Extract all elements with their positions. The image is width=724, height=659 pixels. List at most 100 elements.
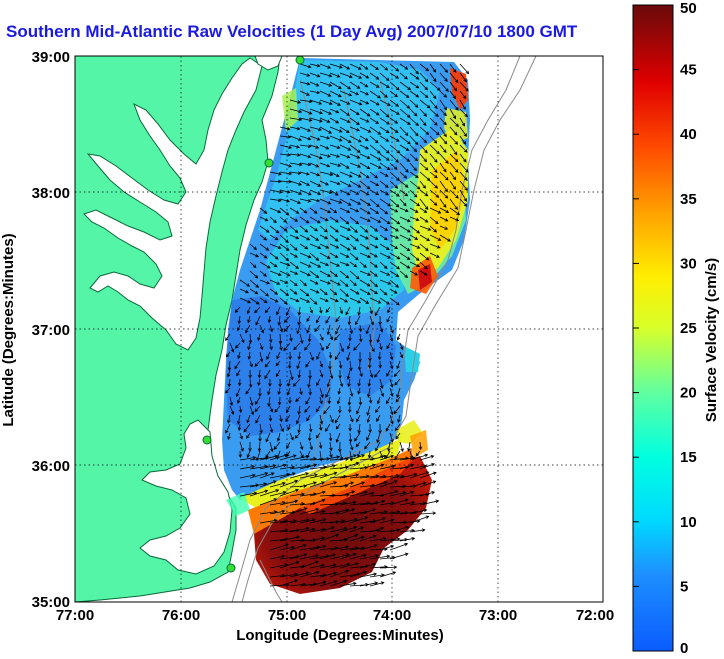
velocity-arrow: [274, 405, 281, 413]
velocity-arrow: [449, 81, 457, 92]
velocity-arrow: [279, 198, 291, 203]
velocity-arrow: [288, 396, 292, 404]
velocity-arrow: [329, 562, 351, 569]
velocity-arrow: [376, 414, 381, 422]
velocity-arrow: [399, 144, 410, 151]
velocity-arrow: [389, 189, 400, 197]
velocity-arrow: [379, 261, 388, 269]
velocity-arrow: [399, 189, 409, 197]
velocity-arrow: [389, 525, 410, 533]
velocity-arrow: [377, 351, 382, 361]
velocity-arrow: [319, 243, 330, 249]
velocity-arrow: [368, 352, 372, 362]
velocity-arrow: [319, 72, 333, 78]
velocity-arrow: [248, 442, 252, 452]
velocity-arrow: [369, 306, 373, 315]
velocity-arrow: [249, 270, 259, 279]
velocity-arrow: [319, 216, 329, 222]
velocity-arrow: [319, 414, 324, 425]
velocity-arrow: [297, 315, 301, 326]
velocity-arrow: [359, 544, 378, 551]
velocity-arrow: [459, 63, 470, 75]
velocity-arrow: [329, 441, 333, 452]
velocity-arrow: [289, 144, 300, 149]
velocity-arrow: [366, 432, 371, 441]
velocity-arrow: [319, 455, 341, 461]
velocity-arrow: [329, 545, 350, 551]
velocity-arrow: [246, 414, 251, 424]
velocity-arrow: [409, 243, 421, 249]
velocity-arrow: [289, 162, 303, 167]
velocity-arrow: [319, 563, 337, 569]
velocity-arrow: [296, 324, 301, 335]
colorbar-label: Surface Velocity (cm/s): [703, 258, 720, 422]
velocity-arrow: [299, 72, 311, 77]
velocity-arrow: [329, 135, 343, 142]
velocity-arrow: [279, 261, 291, 267]
velocity-arrow: [329, 180, 341, 186]
velocity-arrow: [369, 499, 386, 506]
velocity-arrow: [339, 473, 360, 479]
velocity-arrow: [359, 216, 371, 222]
velocity-arrow: [399, 81, 412, 91]
velocity-arrow: [399, 342, 404, 351]
velocity-arrow: [299, 288, 310, 297]
velocity-arrow: [369, 481, 388, 488]
velocity-arrow: [269, 234, 279, 241]
velocity-arrow: [299, 81, 311, 86]
colorbar-tick-label: 25: [680, 320, 697, 337]
velocity-arrow: [419, 491, 436, 497]
velocity-arrow: [449, 135, 459, 145]
velocity-arrow: [279, 153, 292, 157]
velocity-arrow: [349, 535, 365, 542]
velocity-arrow: [369, 162, 382, 169]
velocity-arrow: [379, 99, 391, 106]
colorbar-tick-label: 0: [680, 640, 688, 657]
velocity-arrow: [295, 396, 301, 403]
velocity-arrow: [279, 488, 300, 497]
velocity-arrow: [314, 324, 321, 333]
velocity-arrow: [389, 180, 399, 189]
velocity-arrow: [394, 378, 401, 386]
velocity-arrow: [369, 72, 380, 80]
velocity-arrow: [379, 288, 388, 296]
radar-stations: [202, 56, 305, 573]
velocity-arrow: [348, 423, 352, 432]
velocity-arrow: [329, 126, 343, 133]
velocity-arrow: [395, 396, 401, 403]
velocity-arrow: [345, 306, 351, 316]
velocity-arrow: [369, 288, 379, 294]
colorbar-tick-label: 10: [680, 514, 697, 531]
velocity-arrow: [389, 484, 407, 489]
velocity-arrow: [329, 207, 338, 214]
velocity-arrow: [269, 423, 274, 434]
station-marker[interactable]: [264, 158, 274, 168]
velocity-arrow: [369, 234, 379, 240]
station-marker[interactable]: [202, 435, 212, 445]
velocity-arrow: [349, 63, 362, 70]
colorbar-tick-label: 40: [680, 126, 697, 143]
velocity-arrow: [297, 351, 302, 360]
velocity-arrow: [329, 369, 334, 380]
velocity-arrow: [299, 387, 303, 396]
velocity-arrow: [299, 63, 312, 69]
velocity-arrow: [299, 560, 319, 569]
velocity-arrow: [259, 489, 280, 497]
velocity-arrow: [225, 333, 231, 341]
velocity-arrow: [315, 432, 321, 439]
station-marker[interactable]: [226, 563, 236, 573]
velocity-arrow: [409, 481, 427, 488]
velocity-arrow: [369, 537, 387, 542]
velocity-arrow: [268, 414, 273, 422]
velocity-arrow: [289, 553, 308, 560]
velocity-arrow: [379, 81, 390, 88]
velocity-arrow: [259, 207, 268, 214]
velocity-arrow: [359, 562, 377, 569]
velocity-arrow: [399, 490, 415, 497]
station-marker[interactable]: [295, 56, 305, 65]
velocity-arrow: [419, 189, 429, 197]
velocity-arrow: [299, 126, 311, 132]
velocity-arrow: [379, 234, 388, 241]
velocity-arrow: [339, 198, 352, 206]
velocity-arrow: [276, 306, 281, 316]
